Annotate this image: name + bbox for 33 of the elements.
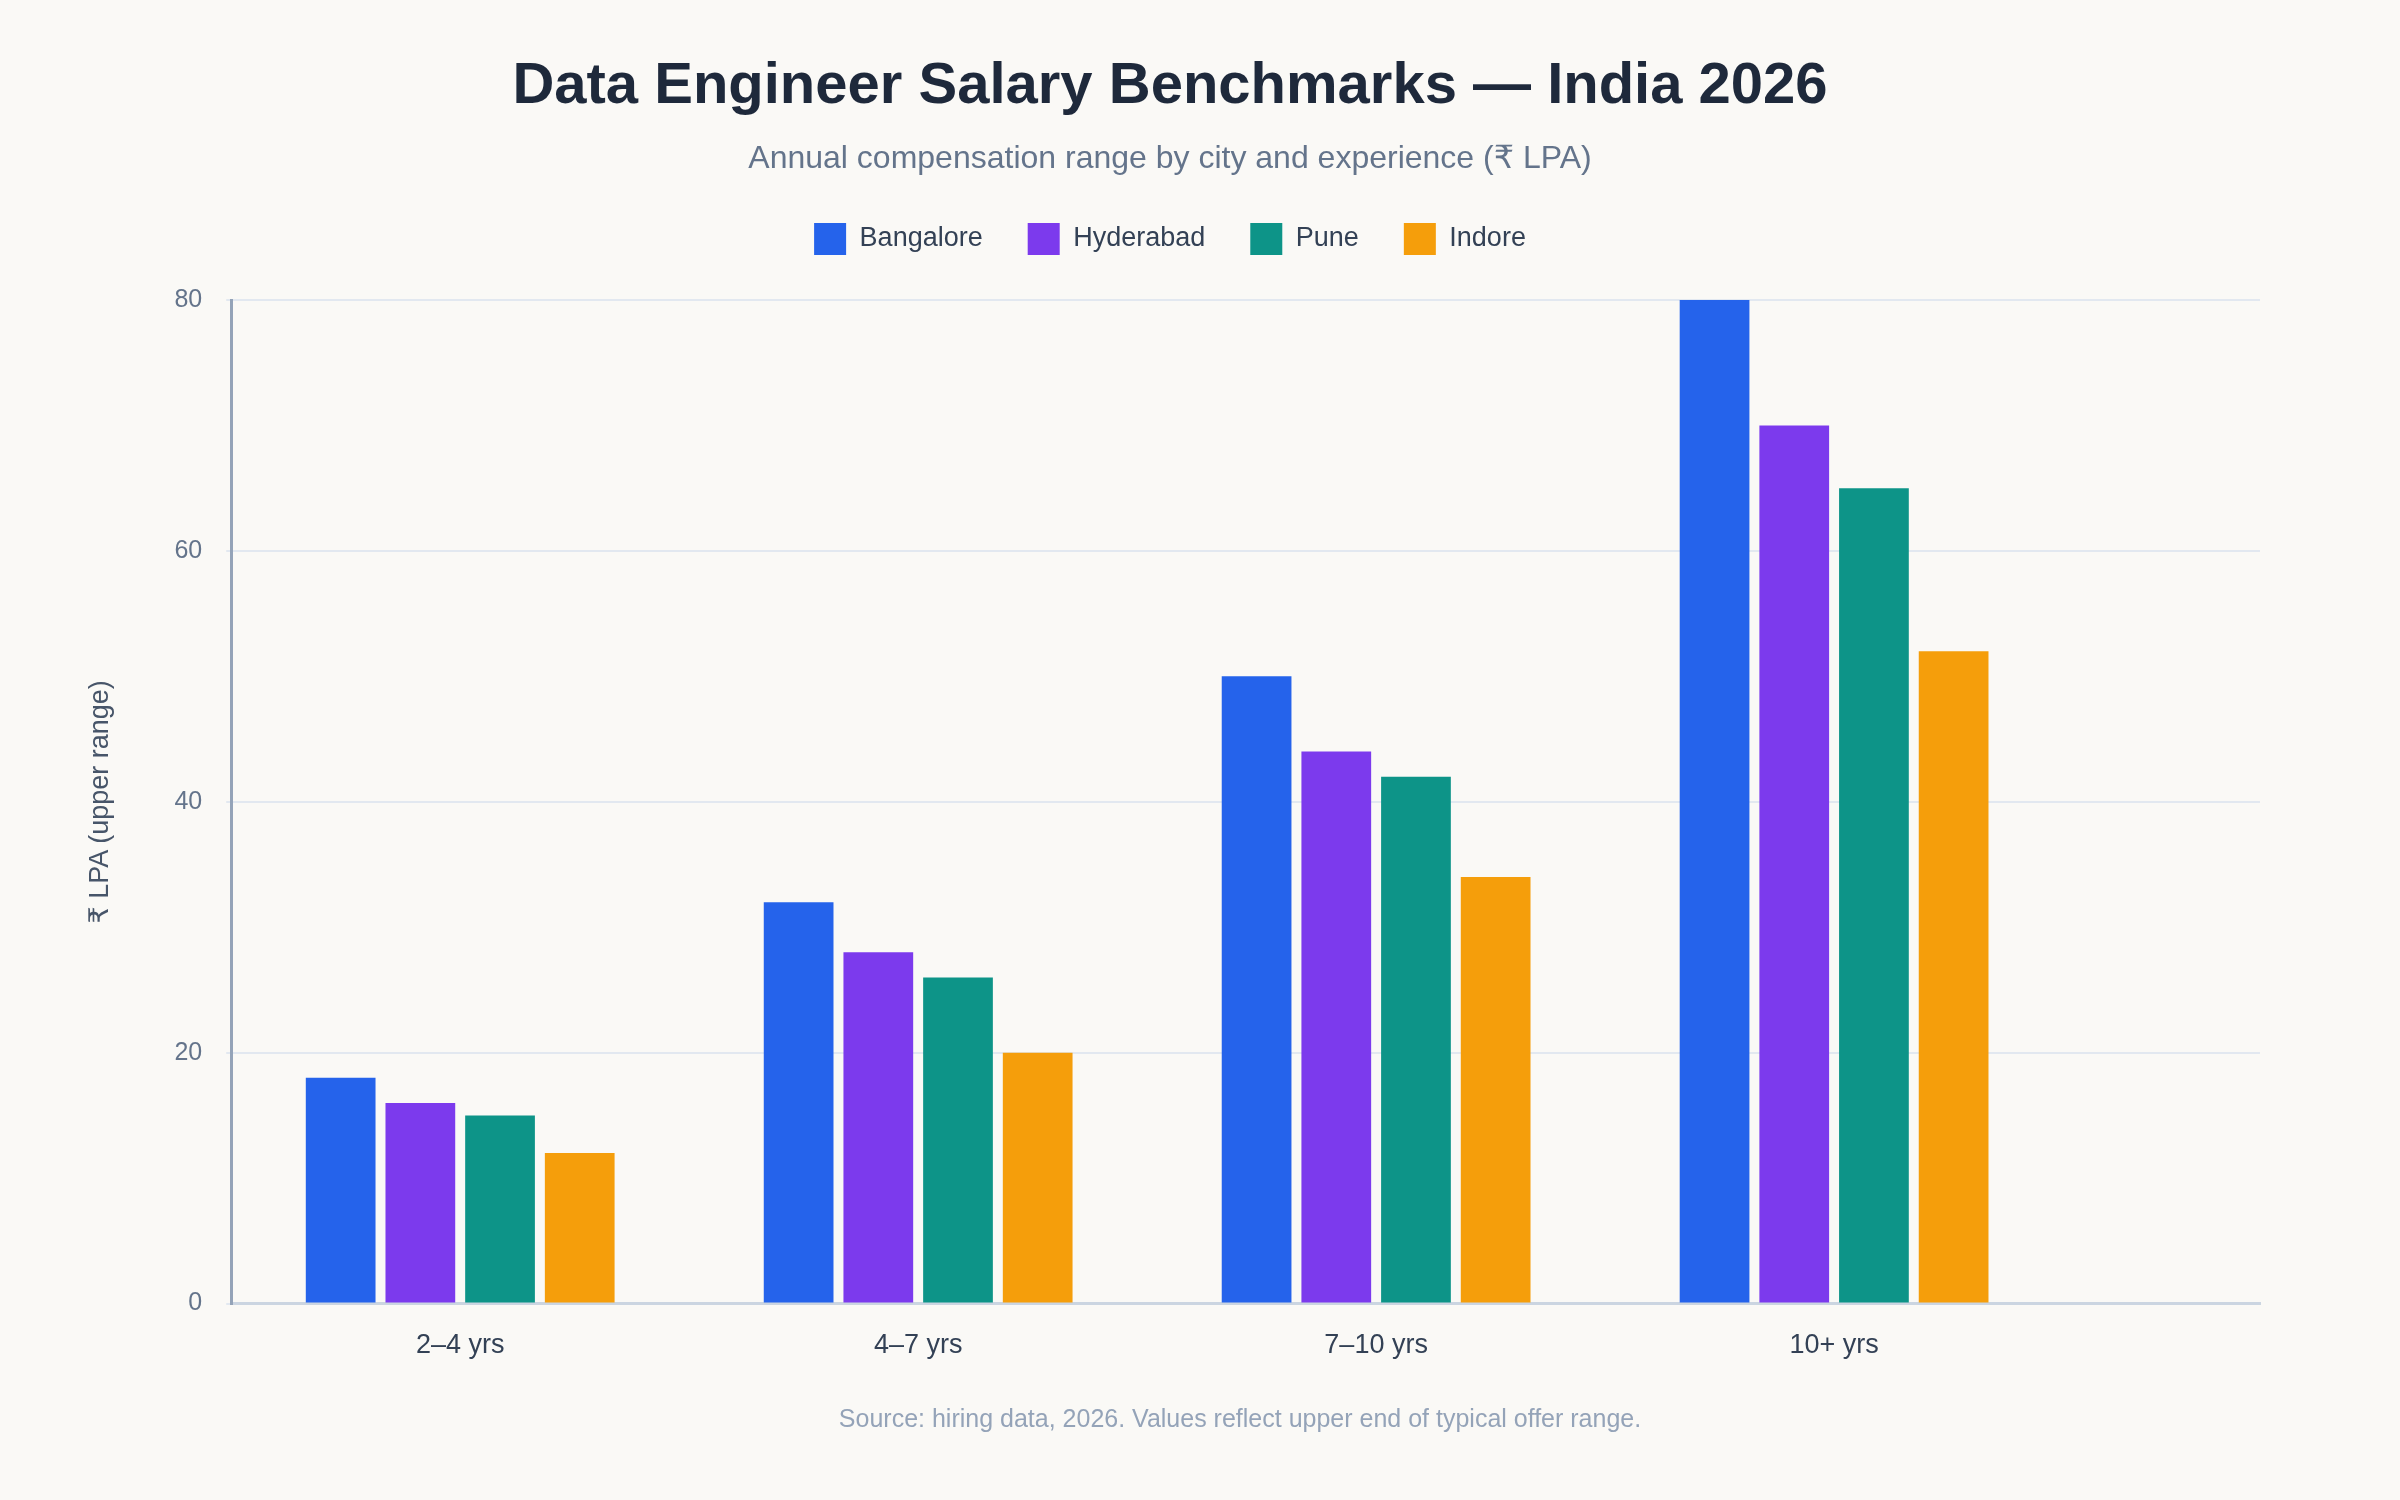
x-tick-label: 2–4 yrs	[415, 1329, 505, 1360]
bar	[1918, 651, 1989, 1303]
y-tick-label: 60	[174, 534, 203, 563]
bar	[1679, 300, 1750, 1303]
x-tick-label: 10+ yrs	[1789, 1329, 1879, 1360]
y-tick-label: 20	[174, 1036, 203, 1065]
legend-label: Hyderabad	[1073, 222, 1206, 253]
bar	[1460, 877, 1531, 1303]
bar	[1221, 676, 1292, 1303]
bar	[305, 1077, 376, 1303]
bar	[923, 977, 993, 1303]
y-tick-label: 0	[188, 1287, 203, 1316]
bar	[1759, 425, 1830, 1303]
y-axis-title: ₹ LPA (upper range)	[83, 680, 114, 924]
bar	[1002, 1052, 1073, 1303]
chart-title: Data Engineer Salary Benchmarks — India 2026	[512, 49, 1828, 115]
legend-label: Bangalore	[859, 222, 983, 253]
bar	[1839, 488, 1909, 1303]
x-tick-label: 4–7 yrs	[873, 1329, 963, 1360]
bar	[465, 1115, 535, 1303]
legend-label: Indore	[1449, 222, 1526, 253]
bar	[1301, 751, 1372, 1303]
chart-subtitle: Annual compensation range by city and experience (₹ LPA)	[748, 138, 1592, 175]
bar	[1381, 776, 1451, 1303]
y-tick-label: 40	[174, 785, 203, 814]
bar	[544, 1153, 615, 1303]
bar	[763, 902, 834, 1303]
source-note: Source: hiring data, 2026. Values reflect upper end of typical offer range.	[838, 1403, 1642, 1432]
y-tick-label: 80	[174, 283, 203, 312]
bar	[843, 952, 914, 1303]
x-tick-label: 7–10 yrs	[1324, 1329, 1428, 1360]
legend-label: Pune	[1295, 222, 1359, 253]
bar	[385, 1102, 456, 1303]
